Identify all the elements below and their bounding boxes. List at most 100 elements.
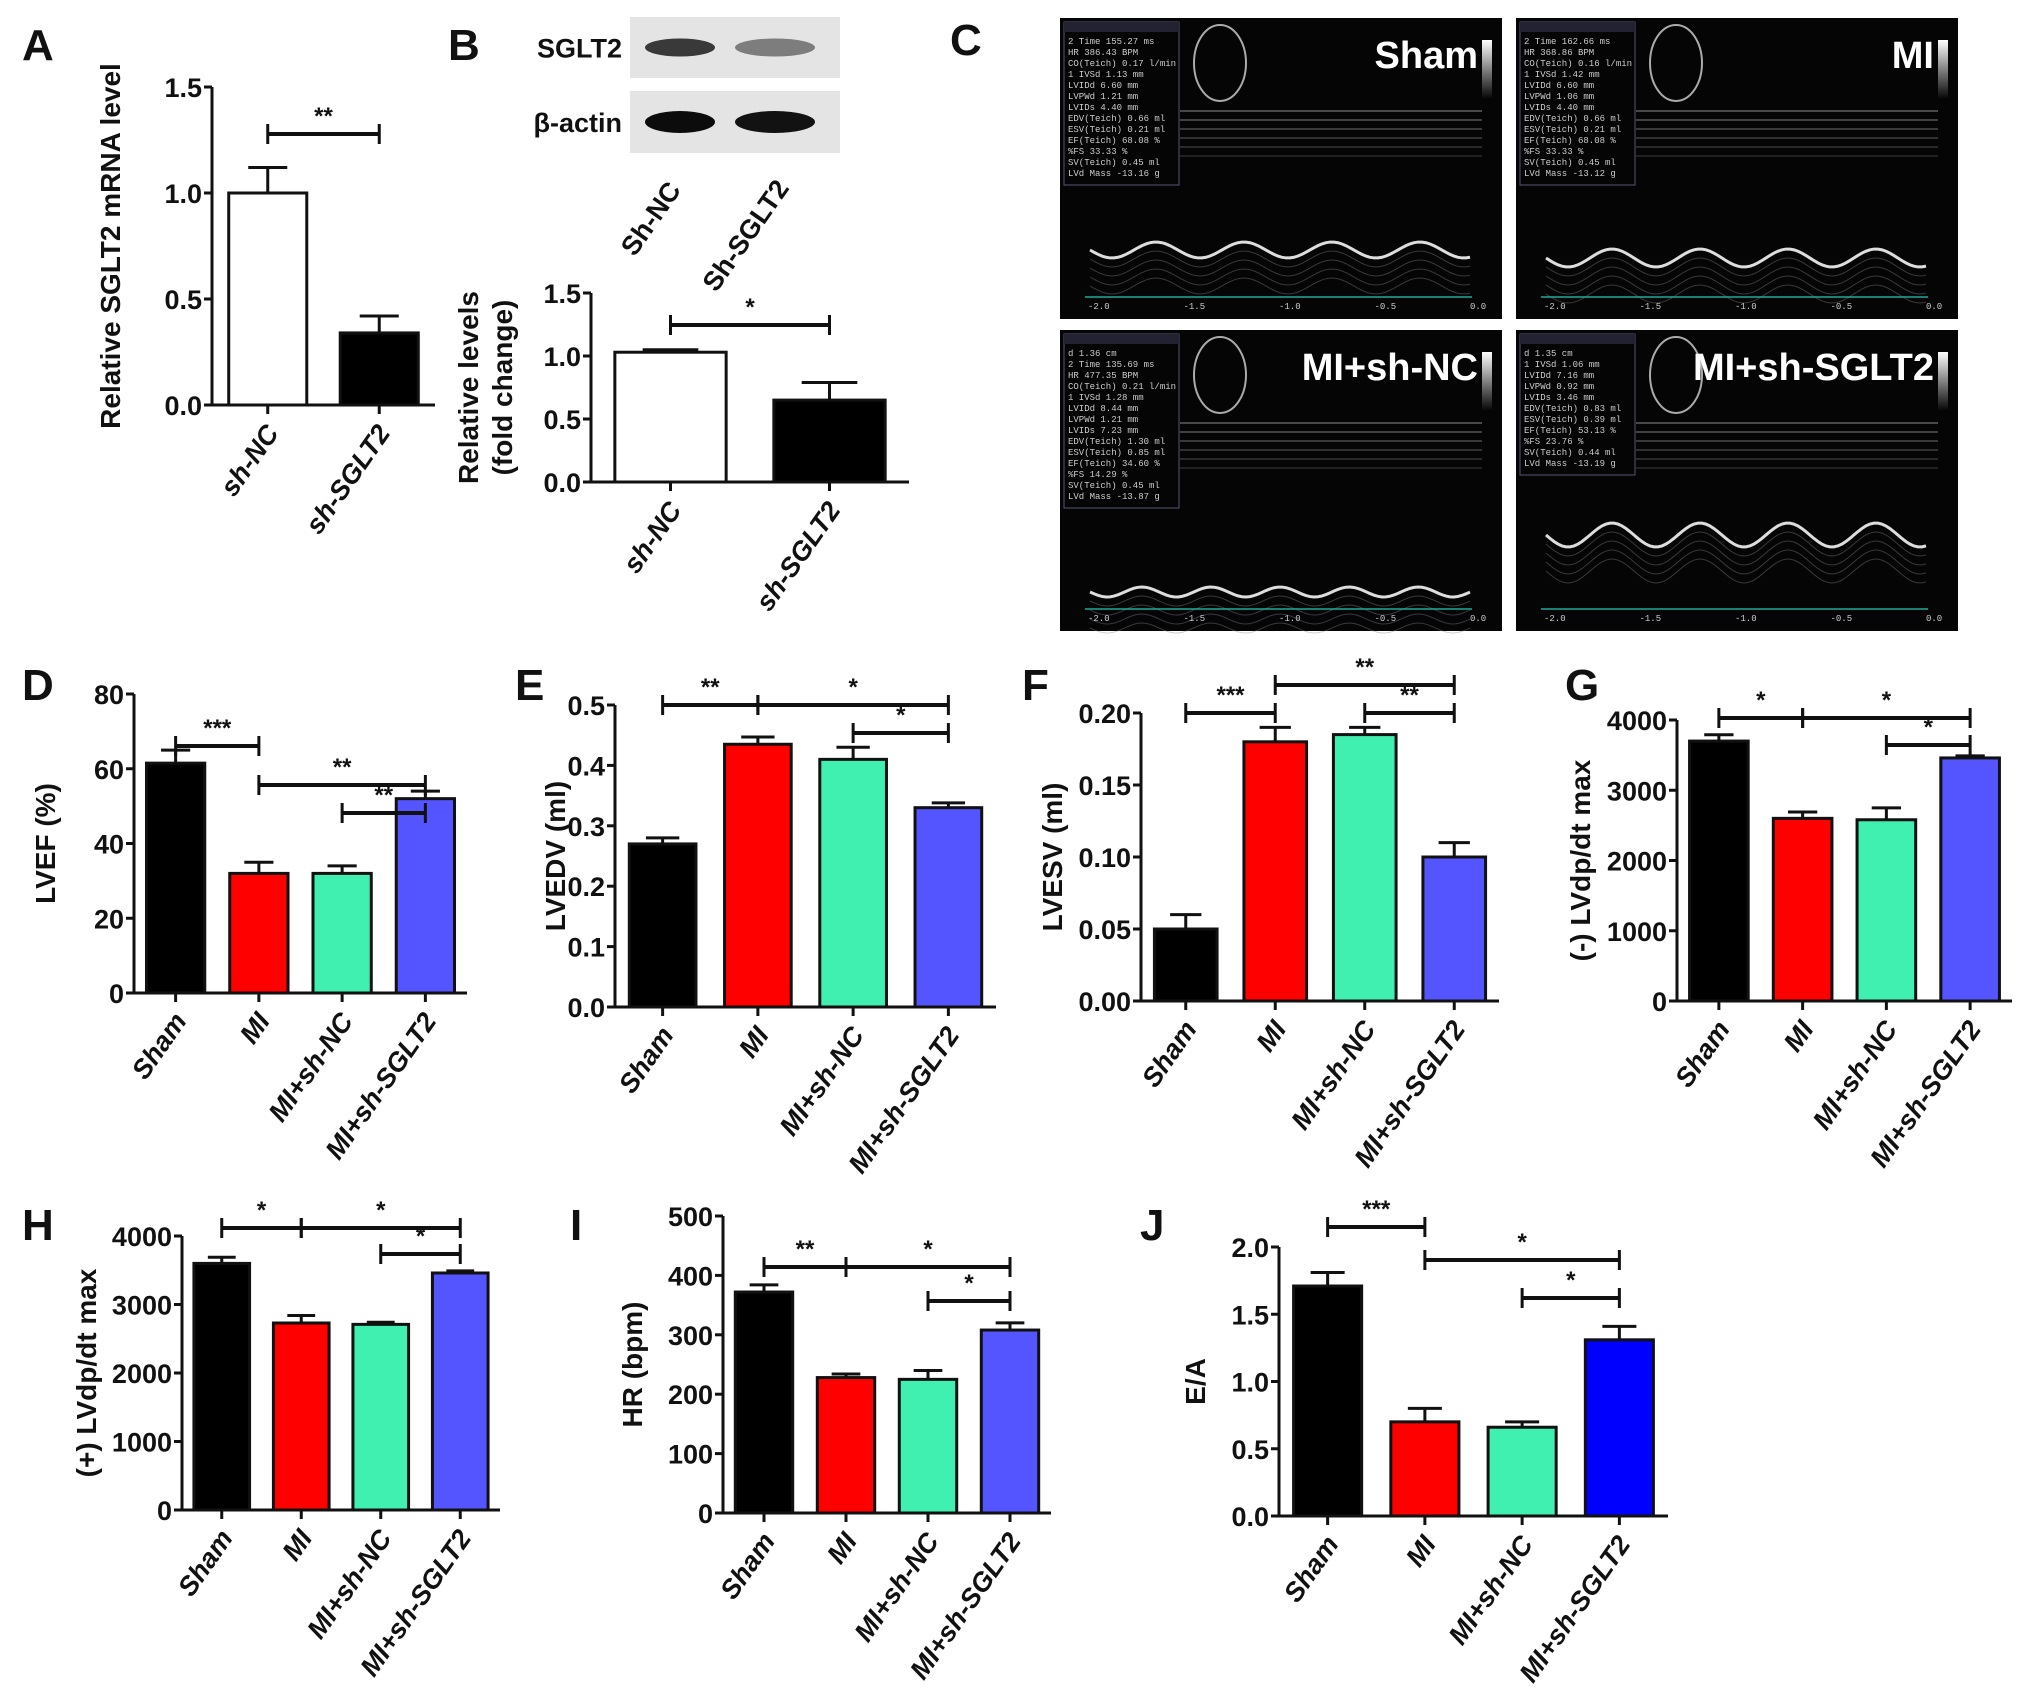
readout-line: %FS 33.33 % (1068, 147, 1128, 157)
protein-band (645, 38, 715, 57)
scan-line (1636, 110, 1938, 112)
bar-mi-sh-nc (351, 1322, 411, 1512)
x-category-label: Sham (1669, 1015, 1736, 1092)
readout-line: CO(Teich) 0.16 l/min (1524, 59, 1632, 69)
mmode-texture (1545, 558, 1927, 584)
grayscale-bar (1482, 352, 1492, 412)
y-axis-label: Relative levels (453, 291, 484, 484)
echo-axis-tick: -1.5 (1184, 614, 1206, 624)
readout-line: EDV(Teich) 0.83 ml (1524, 404, 1621, 414)
y-tick-label: 100 (668, 1440, 713, 1470)
bar-mi-sh-sglt2 (979, 1328, 1041, 1515)
chart-panel-b: 0.0 0.5 1.0 1.5 Relative levels (fold change)… (453, 279, 909, 616)
bar-mi (1242, 740, 1309, 1003)
x-category-label: MI (1778, 1015, 1820, 1057)
y-axis-label: (-) LVdp/dt max (1565, 759, 1596, 961)
significance-label: * (964, 1270, 974, 1297)
echo-image (1516, 330, 1958, 631)
echo-panel-mi-sh-sglt2: -2.0 -1.5 -1.0 -0.5 0.0 d 1.35 cm1 IVSd 1.06 … (1516, 330, 1958, 631)
panel-letter: D (22, 661, 54, 710)
y-tick-label: 1000 (1607, 917, 1667, 947)
significance-label: * (1566, 1267, 1576, 1294)
y-tick-label: 0.0 (1231, 1502, 1269, 1532)
y-tick-label: 1.0 (543, 342, 581, 372)
echo-group-title: Sham (1375, 35, 1478, 77)
bar-mi-sh-sglt2 (1421, 855, 1488, 1003)
y-tick-label: 200 (668, 1380, 713, 1410)
echo-image (1516, 18, 1958, 319)
echo-axis-tick: 0.0 (1926, 614, 1942, 624)
scan-line (1636, 137, 1938, 139)
scan-line (1180, 128, 1482, 130)
panel-letter: I (570, 1201, 582, 1250)
y-tick-label: 2000 (1607, 847, 1667, 877)
readout-line: LVd Mass -13.12 g (1524, 169, 1616, 179)
readout-line: EDV(Teich) 0.66 ml (1068, 114, 1165, 124)
mmode-texture (1089, 604, 1471, 616)
panel-letter: F (1022, 661, 1049, 710)
y-tick-label: 0.0 (543, 468, 581, 498)
mmode-wave (1089, 585, 1471, 599)
readout-line: LVPWd 0.92 mm (1524, 382, 1594, 392)
y-axis-label: (fold change) (487, 300, 518, 476)
bar-mi (1389, 1420, 1461, 1518)
scan-line (1636, 422, 1938, 424)
y-tick-label: 0.5 (1231, 1435, 1269, 1465)
echo-thumbnail (1193, 24, 1247, 102)
y-tick-label: 400 (668, 1261, 713, 1291)
mmode-texture (1545, 275, 1927, 295)
bar-mi-sh-sglt2 (913, 806, 984, 1009)
y-tick-label: 1.0 (164, 179, 202, 209)
protein-band (735, 38, 815, 57)
readout-line: HR 386.43 BPM (1068, 48, 1138, 58)
blot-band-label: SGLT2 (537, 34, 622, 64)
x-category-label: Sham (1278, 1530, 1345, 1607)
panel-letters: A B C D E F G H I J (22, 16, 1599, 1250)
mmode-texture (1089, 613, 1471, 625)
readout-line: LVIDd 6.60 mm (1068, 81, 1138, 91)
y-tick-label: 0.20 (1078, 699, 1131, 729)
grayscale-bar (1938, 40, 1948, 100)
bar-mi (1771, 816, 1834, 1003)
y-tick-label: 500 (668, 1202, 713, 1232)
scan-line (1636, 155, 1938, 157)
bar-mi-sh-nc (1855, 818, 1918, 1003)
readout-line: HR 477.35 BPM (1068, 371, 1138, 381)
blot-lane-label: Sh-SGLT2 (697, 174, 795, 296)
mmode-texture (1089, 277, 1471, 295)
echo-axis-tick: -2.0 (1544, 614, 1566, 624)
y-tick-label: 3000 (112, 1291, 172, 1321)
panel-letter: J (1140, 1201, 1164, 1250)
echo-axis-tick: -1.5 (1640, 302, 1662, 312)
significance-label: ** (1355, 654, 1374, 681)
significance-label: * (848, 674, 858, 701)
x-category-label: sh-NC (617, 496, 687, 579)
readout-line: 1 IVSd 1.13 mm (1068, 70, 1144, 80)
x-category-label: sh-NC (214, 419, 284, 502)
x-category-label: MI (234, 1007, 276, 1049)
y-tick-label: 2000 (112, 1359, 172, 1389)
y-tick-label: 1.5 (1231, 1300, 1269, 1330)
readout-line: SV(Teich) 0.45 ml (1068, 481, 1160, 491)
y-tick-label: 1.0 (1231, 1368, 1269, 1398)
scan-line (1180, 467, 1482, 469)
scan-line (1180, 449, 1482, 451)
y-axis-label: E/A (1180, 1358, 1211, 1405)
panel-letter: E (515, 661, 544, 710)
y-tick-label: 0.0 (567, 993, 605, 1023)
readout-line: LVIDs 4.40 mm (1068, 103, 1138, 113)
y-axis-label: (+) LVdp/dt max (71, 1268, 102, 1477)
bar-sham (144, 761, 207, 995)
mmode-texture (1089, 622, 1471, 634)
readout-line: LVIDd 7.16 mm (1524, 371, 1594, 381)
protein-band (735, 111, 815, 133)
x-category-label: MI+sh-NC (263, 1007, 360, 1127)
protein-band (645, 111, 715, 133)
y-axis-label: HR (bpm) (617, 1302, 648, 1428)
panel-letter: B (448, 21, 480, 70)
blot-band-label: β-actin (534, 108, 623, 138)
y-tick-label: 1.5 (164, 73, 202, 103)
